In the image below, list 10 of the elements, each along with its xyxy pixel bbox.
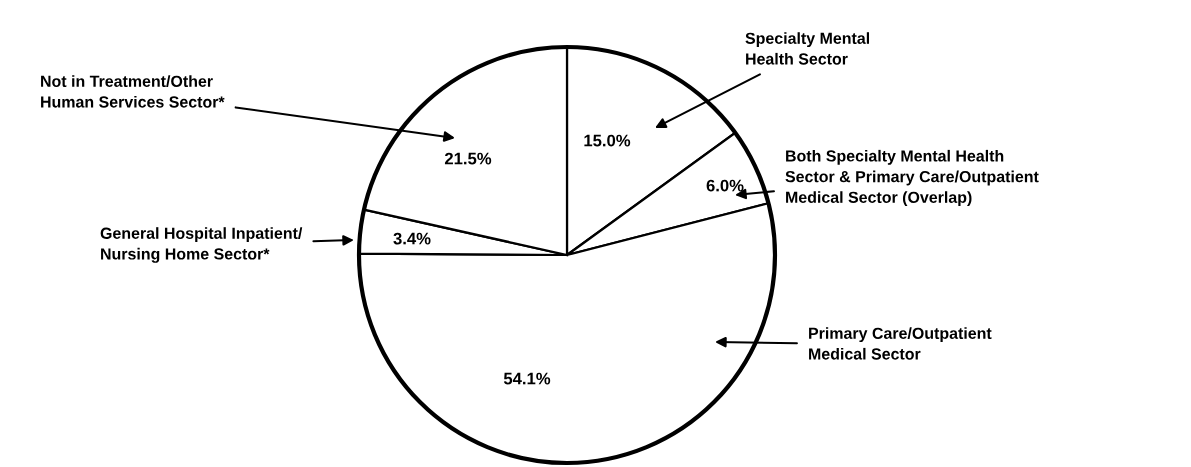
data-label: 21.5% [444,152,492,165]
data-label: 3.4% [393,232,431,245]
slice-label: Primary Care/Outpatient Medical Sector [809,327,992,360]
slice-label: General Hospital Inpatient/ Nursing Home Sector* [100,227,303,263]
data-label: 6.0% [706,179,744,192]
data-label: 54.1% [503,372,551,385]
data-label: 15.0% [584,134,631,147]
slice-label: Both Specialty Mental Health Sector & Primary Care/Outpatient Medical Sector (Overlap) [785,149,1039,207]
slice-label: Not in Treatment/Other Human Services Sector* [41,75,225,108]
slice-label: Specialty Mental Health Sector [745,32,870,65]
